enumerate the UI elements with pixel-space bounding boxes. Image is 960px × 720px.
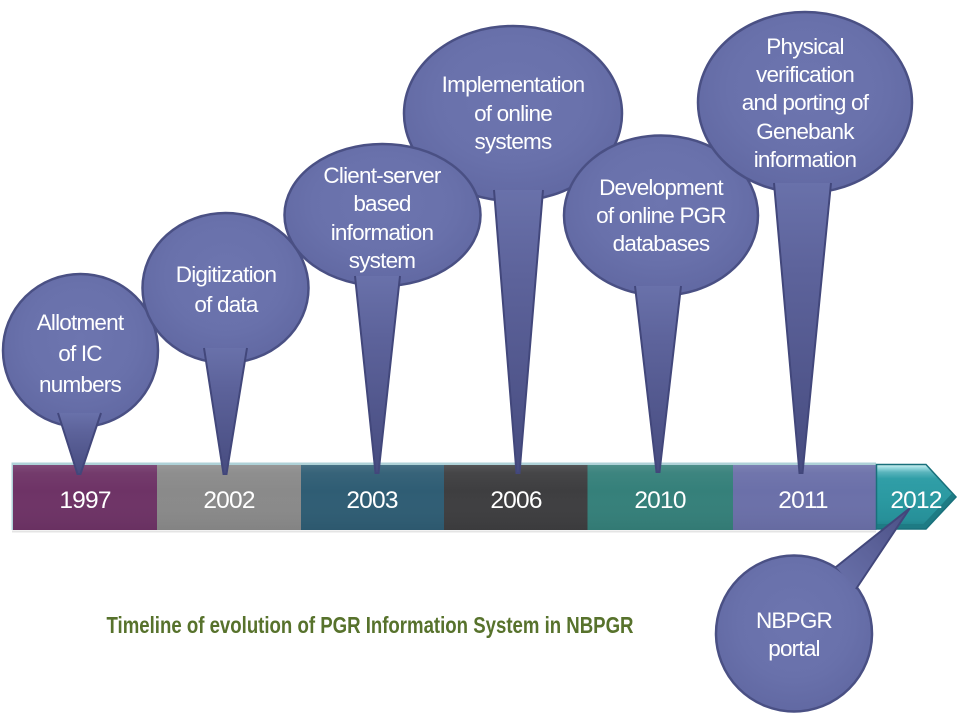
svg-text:and porting of: and porting of bbox=[742, 90, 870, 115]
svg-text:systems: systems bbox=[475, 129, 552, 154]
svg-text:based: based bbox=[353, 191, 411, 216]
svg-text:of data: of data bbox=[194, 292, 258, 317]
svg-text:1997: 1997 bbox=[59, 487, 110, 514]
svg-text:Implementation: Implementation bbox=[442, 72, 585, 97]
svg-text:of online PGR: of online PGR bbox=[596, 203, 726, 228]
svg-text:Genebank: Genebank bbox=[756, 119, 855, 144]
svg-text:2011: 2011 bbox=[778, 487, 828, 514]
svg-text:2010: 2010 bbox=[634, 487, 685, 514]
svg-text:Client-server: Client-server bbox=[323, 163, 441, 188]
svg-text:numbers: numbers bbox=[39, 372, 121, 397]
svg-text:Timeline of evolution of PGR I: Timeline of evolution of PGR Information… bbox=[107, 613, 634, 638]
svg-text:of online: of online bbox=[474, 101, 552, 126]
svg-text:Digitization: Digitization bbox=[176, 262, 277, 287]
svg-text:2012: 2012 bbox=[890, 487, 941, 514]
svg-text:system: system bbox=[349, 248, 416, 273]
svg-text:Allotment: Allotment bbox=[37, 310, 125, 335]
svg-text:verification: verification bbox=[756, 62, 854, 87]
svg-text:2003: 2003 bbox=[346, 487, 397, 514]
svg-text:Development: Development bbox=[599, 175, 724, 200]
svg-text:NBPGR: NBPGR bbox=[756, 608, 833, 633]
svg-text:of IC: of IC bbox=[58, 341, 102, 366]
svg-text:2002: 2002 bbox=[203, 487, 254, 514]
svg-text:Physical: Physical bbox=[766, 34, 843, 59]
svg-text:information: information bbox=[754, 147, 857, 172]
svg-text:portal: portal bbox=[768, 636, 819, 661]
svg-text:databases: databases bbox=[613, 231, 710, 256]
svg-text:2006: 2006 bbox=[490, 487, 541, 514]
svg-text:information: information bbox=[331, 220, 434, 245]
